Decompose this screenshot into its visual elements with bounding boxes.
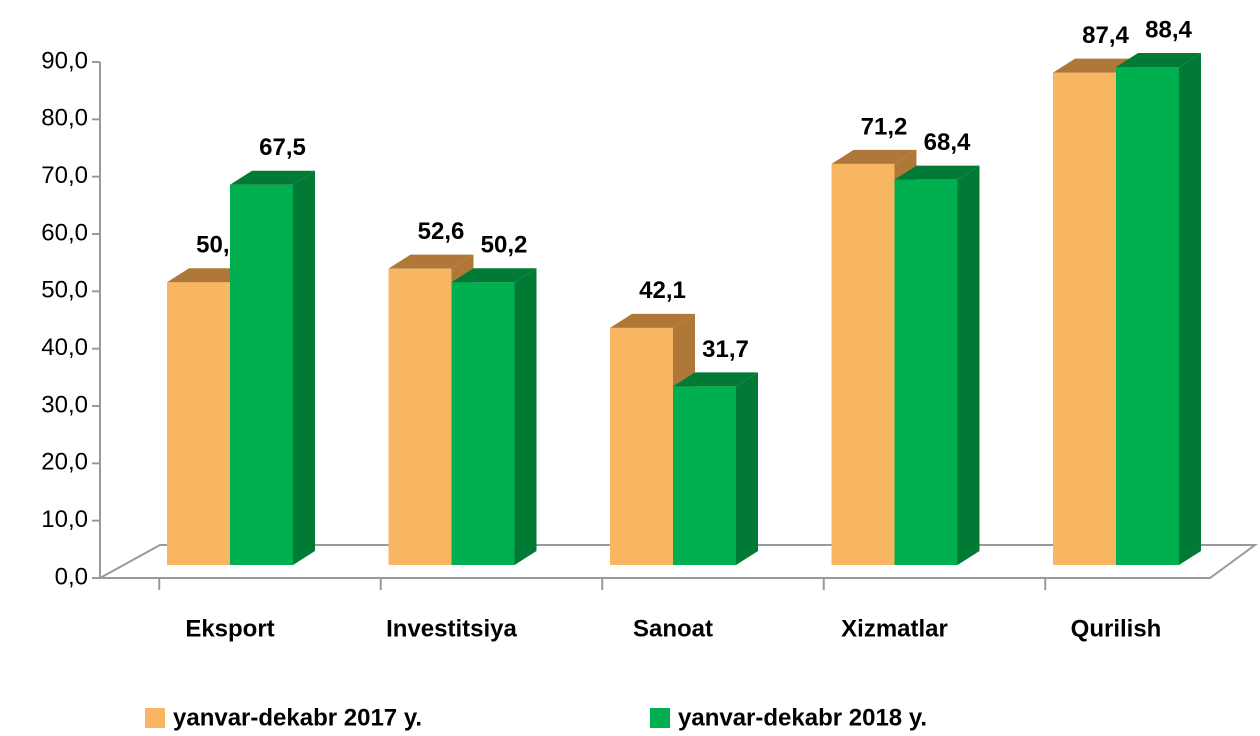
y-tick-label: 0,0	[55, 563, 88, 590]
bar	[610, 327, 673, 565]
bar	[388, 268, 452, 565]
bar-top	[451, 268, 537, 283]
bar	[673, 386, 736, 565]
bar	[894, 179, 958, 565]
bar-top	[388, 254, 474, 269]
bar-side	[736, 372, 758, 565]
value-label: 87,4	[1082, 22, 1129, 49]
bar-side	[957, 165, 980, 565]
value-label: 31,7	[702, 336, 749, 363]
legend-swatch	[650, 708, 670, 728]
bar	[167, 282, 230, 565]
bar-top	[894, 165, 980, 180]
bar	[1116, 67, 1179, 565]
legend-label: yanvar-dekabr 2018 y.	[678, 704, 927, 731]
value-label: 52,6	[418, 218, 465, 245]
y-tick-label: 40,0	[41, 334, 88, 361]
value-label: 50,2	[481, 232, 528, 259]
legend-swatch	[145, 708, 165, 728]
y-tick-label: 10,0	[41, 506, 88, 533]
x-tick-label: Eksport	[185, 615, 274, 642]
bar-side	[514, 268, 537, 565]
bar-side	[1179, 53, 1201, 565]
x-tick-label: Xizmatlar	[841, 615, 948, 642]
bar	[1053, 72, 1116, 565]
y-tick-label: 90,0	[41, 47, 88, 74]
legend-label: yanvar-dekabr 2017 y.	[173, 704, 422, 731]
bar-top	[610, 313, 695, 328]
value-label: 88,4	[1145, 16, 1192, 43]
x-tick-label: Sanoat	[633, 615, 713, 642]
bar-side	[293, 170, 315, 565]
bar	[451, 282, 515, 565]
y-tick-label: 70,0	[41, 162, 88, 189]
bar	[831, 163, 895, 565]
y-tick-label: 20,0	[41, 449, 88, 476]
value-label: 71,2	[861, 113, 908, 140]
bar-top	[1116, 53, 1201, 68]
floor	[99, 544, 1259, 579]
bar-top	[673, 372, 758, 387]
bar-top	[831, 149, 917, 164]
bar	[230, 184, 293, 565]
value-label: 67,5	[259, 134, 306, 161]
value-label: 42,1	[639, 277, 686, 304]
y-tick-label: 50,0	[41, 277, 88, 304]
bar-top	[230, 170, 315, 185]
x-tick-label: Qurilish	[1071, 615, 1162, 642]
y-tick-label: 80,0	[41, 105, 88, 132]
y-tick-label: 60,0	[41, 219, 88, 246]
value-label: 68,4	[924, 129, 971, 156]
y-tick-label: 30,0	[41, 391, 88, 418]
x-tick-label: Investitsiya	[386, 615, 517, 642]
